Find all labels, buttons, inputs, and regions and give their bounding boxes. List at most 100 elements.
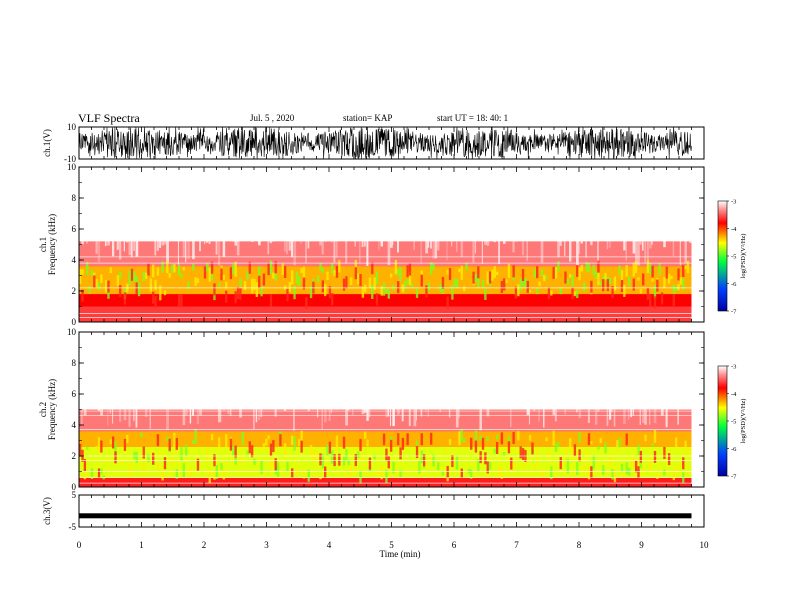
spectrogram-speckle [309, 444, 313, 456]
spectrogram-streak [324, 341, 327, 423]
spectrogram-red-burst [220, 268, 223, 281]
spectrogram-speckle [234, 457, 237, 465]
spectrogram-red-burst [500, 280, 504, 293]
spectrogram-red-burst [590, 466, 593, 479]
spectrogram-streak [222, 171, 226, 257]
spectrogram-red-burst [385, 448, 388, 461]
spectrogram-red-burst [154, 295, 157, 308]
spectrogram-speckle [222, 467, 226, 480]
spectrogram-speckle [597, 446, 600, 450]
spectrogram-streak [477, 333, 480, 409]
spectrogram-speckle [672, 284, 676, 294]
spectrogram-speckle [128, 270, 131, 286]
spectrogram-red-burst [328, 286, 332, 299]
spectrogram-speckle [177, 264, 181, 276]
spectrogram-streak [166, 167, 169, 264]
spectrogram-speckle [651, 443, 654, 447]
spectrogram-speckle [623, 284, 626, 297]
spectrogram-red-burst [213, 454, 216, 467]
spectrogram-streak [479, 168, 481, 237]
spectrogram-streak [328, 337, 331, 422]
spectrogram-speckle [380, 286, 383, 296]
spectrogram-speckle [361, 287, 365, 298]
spectrogram-streak [618, 176, 620, 240]
spectrogram-speckle [364, 431, 367, 439]
spectrogram-streak [368, 170, 371, 240]
spectrogram-red-burst [425, 285, 428, 298]
colorbar-ch1 [717, 200, 728, 312]
spectrogram-speckle [587, 466, 591, 480]
spectrogram-streak [498, 175, 500, 265]
spectrogram-speckle [382, 282, 386, 296]
spectrogram-red-burst [481, 437, 485, 450]
spectrogram-streak [236, 168, 240, 256]
spectrogram-speckle [312, 451, 315, 462]
spectrogram-streak [639, 169, 642, 245]
spectrogram-speckle [554, 443, 558, 453]
spectrogram-speckle [239, 278, 242, 287]
spectrogram-streak [364, 339, 367, 413]
spectrogram-speckle [161, 261, 164, 273]
spectrogram-speckle [618, 437, 621, 448]
spectrogram-speckle [550, 466, 553, 480]
spectrogram-speckle [613, 468, 617, 483]
spectrogram-streak [116, 169, 119, 250]
x-tick-label: 9 [639, 540, 644, 550]
spectrogram-streak [161, 168, 165, 246]
spectrogram-speckle [524, 277, 527, 289]
spectrogram-speckle [180, 446, 183, 461]
spectrogram-streak [448, 174, 451, 241]
y-tick-label: -5 [69, 522, 77, 532]
spectrogram-streak [620, 172, 624, 238]
spectrogram-speckle [651, 276, 654, 282]
spectrogram-speckle [81, 269, 84, 275]
y-tick-label: 10 [67, 327, 77, 337]
spectrogram-speckle [298, 276, 301, 287]
spectrogram-streak [547, 335, 549, 410]
spectrogram-speckle [632, 262, 635, 277]
spectrogram-speckle [637, 277, 640, 281]
spectrogram-streak [625, 172, 627, 261]
spectrogram-streak [95, 173, 98, 254]
spectrogram-speckle [684, 440, 687, 454]
spectrogram-red-burst [229, 438, 233, 451]
spectrogram-speckle [137, 282, 141, 297]
spectrogram-speckle [385, 289, 388, 294]
spectrogram-red-burst [81, 289, 84, 302]
spectrogram-streak [644, 340, 647, 425]
spectrogram-streak [479, 337, 482, 431]
spectrogram-streak [293, 341, 295, 431]
spectrogram-streak [481, 175, 483, 264]
spectrogram-speckle [225, 281, 228, 289]
spectrogram-streak [199, 175, 201, 252]
spectrogram-streak [222, 332, 226, 411]
spectrogram-streak [415, 339, 417, 421]
spectrogram-streak [81, 175, 84, 245]
spectrogram-speckle [458, 268, 461, 273]
spectrogram-speckle [467, 468, 471, 474]
spectrogram-streak [493, 176, 497, 243]
x-tick-label: 7 [514, 540, 519, 550]
spectrogram-streak [192, 334, 194, 416]
spectrogram-speckle [521, 280, 525, 287]
spectrogram-speckle [220, 463, 223, 471]
spectrogram-speckle [239, 454, 242, 465]
spectrogram-streak [677, 172, 680, 241]
spectrogram-streak [163, 172, 167, 245]
spectrogram-streak [307, 340, 310, 412]
ch3-waveform-trace [79, 513, 692, 519]
spectrogram-streak [203, 172, 206, 245]
spectrogram-red-burst [274, 261, 277, 274]
spectrogram-streak [123, 339, 127, 421]
spectrogram-streak [361, 173, 364, 247]
spectrogram-red-burst [576, 264, 579, 277]
spectrogram-speckle [144, 272, 148, 280]
spectrogram-speckle [587, 263, 591, 273]
spectrogram-speckle [528, 434, 532, 441]
spectrogram-streak [246, 339, 250, 402]
spectrogram-streak [649, 338, 651, 425]
spectrogram-streak [182, 341, 186, 426]
colorbar-tick-label: -3 [731, 364, 736, 371]
spectrogram-streak [609, 172, 611, 249]
spectrogram-speckle [194, 429, 197, 444]
